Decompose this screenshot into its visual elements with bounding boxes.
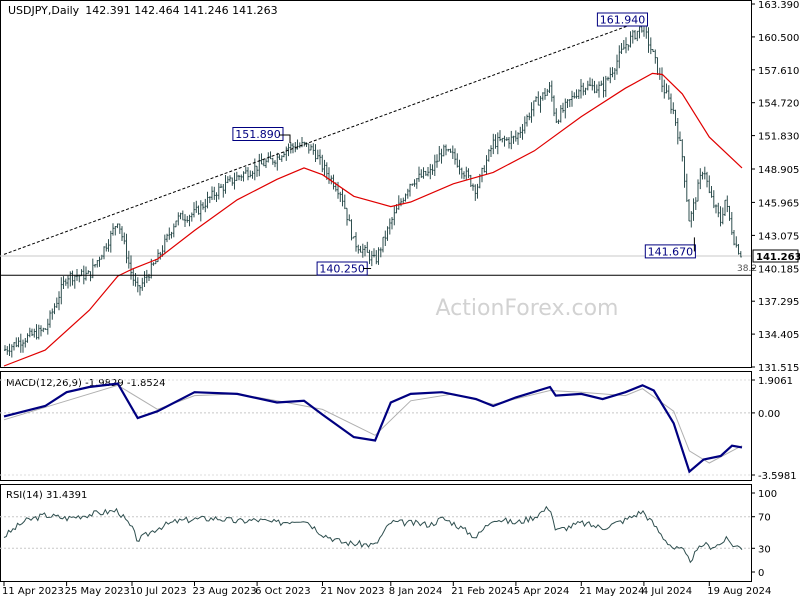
x-axis-label: 11 Apr 2023	[2, 586, 64, 597]
annotation-low-141-box	[644, 244, 696, 259]
annotation-high-151: 151.890	[235, 128, 281, 141]
grid-lines	[0, 255, 751, 549]
rsi-axis-label: 100	[758, 489, 777, 500]
fib-level-label: 38.2	[737, 264, 757, 274]
price-axis-label: 148.905	[758, 165, 799, 176]
macd-signal-line	[3, 384, 743, 464]
price-axis-label: 157.610	[758, 66, 799, 77]
x-axis-label: 4 Jul 2024	[642, 586, 692, 597]
chart-header: USDJPY,Daily 142.391 142.464 141.246 141.…	[8, 4, 278, 17]
price-axis-label: 154.720	[758, 99, 799, 110]
macd-panel	[0, 371, 752, 481]
x-axis-label: 19 Aug 2024	[707, 586, 771, 597]
rsi-axis-label: 70	[758, 513, 771, 524]
price-panel	[0, 0, 752, 368]
price-axis-label: 163.390	[758, 0, 799, 11]
trendline	[3, 20, 643, 255]
x-axis-label: 5 Apr 2024	[514, 586, 569, 597]
price-axis-label: 143.075	[758, 231, 799, 242]
price-axis-label: 134.405	[758, 330, 799, 341]
macd-title: MACD(12,26,9) -1.9829 -1.8524	[6, 378, 166, 389]
rsi-panel	[0, 484, 752, 582]
annotation-high-161: 161.940	[600, 14, 646, 27]
annotation-high-161-box	[596, 12, 649, 27]
annotation-low-140: 140.250	[319, 263, 365, 276]
price-axis-label: 131.515	[758, 363, 799, 374]
current-price-label: 141.263	[756, 252, 800, 263]
x-axis-label: 21 May 2024	[579, 586, 644, 597]
x-axis-label: 8 Jan 2024	[389, 586, 443, 597]
macd-line	[3, 382, 743, 474]
price-axis-label: 140.185	[758, 264, 799, 275]
macd-series	[3, 382, 743, 474]
current-price-box	[752, 249, 799, 263]
rsi-title: RSI(14) 31.4391	[6, 490, 87, 501]
x-axis-label: 25 May 2023	[65, 586, 130, 597]
price-axis-label: 137.295	[758, 297, 799, 308]
rsi-line	[3, 505, 743, 564]
x-axis-label: 10 Jul 2023	[130, 586, 187, 597]
x-axis-label: 23 Aug 2023	[193, 586, 257, 597]
macd-axis-label: 0.00	[758, 409, 780, 420]
annotation-high-151-leader	[279, 134, 291, 143]
x-axis-label: 6 Oct 2023	[255, 586, 310, 597]
price-axis-label: 160.500	[758, 33, 799, 44]
price-annotations: 161.940 151.890 140.250 141.670 38.2	[0, 12, 757, 276]
watermark: ActionForex.com	[436, 296, 619, 321]
ohlc-label: 142.391 142.464 141.246 141.263	[85, 4, 277, 17]
moving-average-line	[3, 72, 743, 367]
price-axis-label: 151.830	[758, 132, 799, 143]
x-axis-label: 21 Feb 2024	[451, 586, 513, 597]
annotation-high-151-box	[232, 127, 284, 141]
x-axis-label: 21 Nov 2023	[321, 586, 385, 597]
symbol-label: USDJPY,Daily	[8, 4, 80, 17]
price-series	[3, 20, 743, 367]
macd-axis-label: -3.5981	[758, 471, 797, 482]
rsi-axis-label: 30	[758, 544, 771, 555]
rsi-axis-label: 0	[758, 568, 764, 579]
macd-axis-label: 1.9061	[758, 376, 793, 387]
annotation-low-141: 141.670	[648, 245, 694, 258]
rsi-series	[3, 505, 743, 564]
price-axis-label: 145.965	[758, 198, 799, 209]
